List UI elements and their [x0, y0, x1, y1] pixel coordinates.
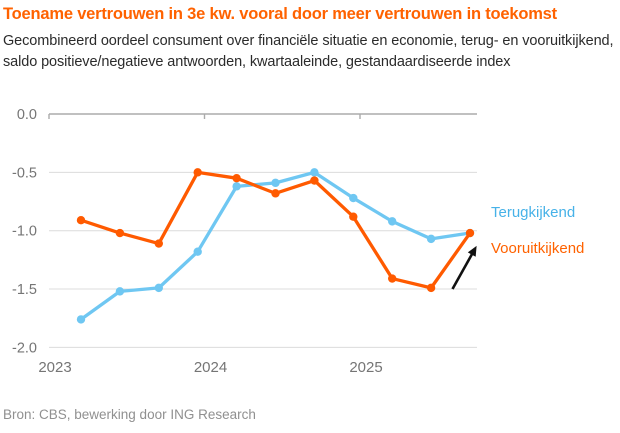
source-note: Bron: CBS, bewerking door ING Research — [3, 407, 256, 422]
svg-text:-0.5: -0.5 — [12, 165, 37, 181]
svg-text:-1.5: -1.5 — [12, 282, 37, 298]
chart-subtitle: Gecombineerd oordeel consument over fina… — [3, 33, 614, 71]
svg-text:-1.0: -1.0 — [12, 224, 37, 240]
legend-item-vooruitkijkend: Vooruitkijkend — [491, 240, 585, 257]
svg-text:0.0: 0.0 — [17, 107, 37, 123]
svg-text:2025: 2025 — [349, 359, 382, 376]
svg-text:2023: 2023 — [38, 359, 71, 376]
svg-text:2024: 2024 — [194, 359, 227, 376]
svg-text:-2.0: -2.0 — [12, 340, 37, 356]
chart-title: Toename vertrouwen in 3e kw. vooral door… — [3, 5, 557, 23]
legend-item-terugkijkend: Terugkijkend — [491, 204, 576, 221]
